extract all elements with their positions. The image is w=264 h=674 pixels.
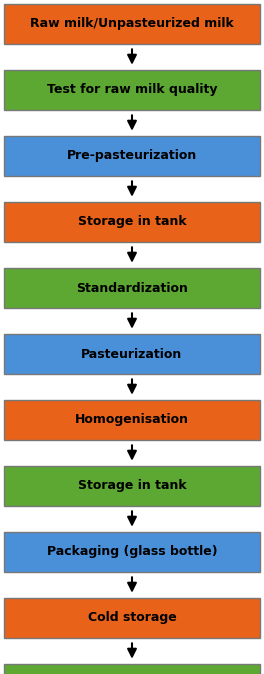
Bar xyxy=(4,466,260,506)
Text: Pre-pasteurization: Pre-pasteurization xyxy=(67,150,197,162)
Bar xyxy=(4,598,260,638)
Bar xyxy=(4,532,260,572)
Bar xyxy=(4,334,260,374)
Text: Standardization: Standardization xyxy=(76,282,188,295)
Text: Cold storage: Cold storage xyxy=(88,611,176,625)
Bar xyxy=(4,664,260,674)
Text: Pasteurization: Pasteurization xyxy=(81,348,183,361)
Text: Packaging (glass bottle): Packaging (glass bottle) xyxy=(47,545,217,559)
Text: Test for raw milk quality: Test for raw milk quality xyxy=(47,84,217,96)
Text: Raw milk/Unpasteurized milk: Raw milk/Unpasteurized milk xyxy=(30,18,234,30)
Bar xyxy=(4,400,260,440)
Bar xyxy=(4,202,260,242)
Text: Storage in tank: Storage in tank xyxy=(78,479,186,493)
Bar xyxy=(4,70,260,110)
Bar xyxy=(4,4,260,44)
Text: Homogenisation: Homogenisation xyxy=(75,414,189,427)
Text: Storage in tank: Storage in tank xyxy=(78,216,186,228)
Bar xyxy=(4,136,260,176)
Bar xyxy=(4,268,260,308)
